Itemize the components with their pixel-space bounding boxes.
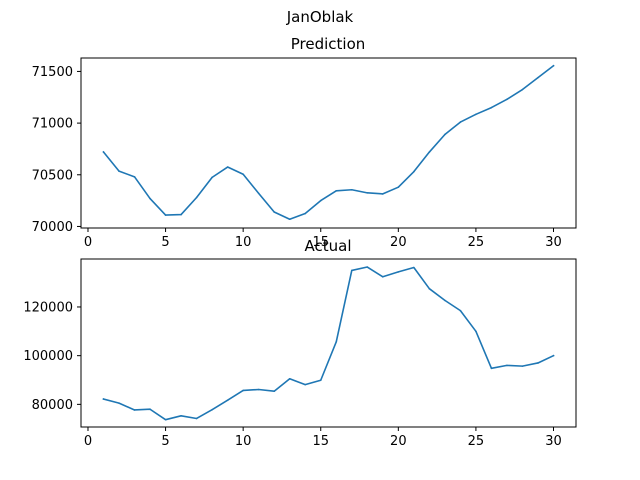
prediction-ytick-label: 71500 — [32, 65, 73, 80]
actual-data-point — [552, 354, 555, 357]
actual-data-point — [226, 399, 229, 402]
prediction-data-point — [257, 192, 260, 195]
actual-data-point — [366, 266, 369, 268]
actual-data-point — [350, 269, 353, 272]
actual-data-point — [506, 364, 508, 367]
prediction-data-point — [397, 186, 400, 188]
actual-data-point — [537, 362, 539, 364]
prediction-data-point — [195, 196, 198, 199]
actual-xtick-label: 15 — [312, 434, 329, 449]
actual-data-point — [382, 275, 384, 278]
prediction-data-point — [288, 218, 291, 221]
prediction-data-point — [537, 76, 539, 79]
prediction-subplot: Prediction 0 5 10 15 20 25 30 70000 70500 71000 71… — [32, 35, 577, 250]
actual-data-point — [319, 379, 322, 382]
prediction-xtick-label: 5 — [161, 235, 169, 250]
prediction-data-point — [133, 176, 136, 178]
prediction-data-point — [459, 121, 462, 123]
prediction-xtick-label: 30 — [545, 235, 562, 250]
prediction-data-point — [428, 151, 431, 153]
prediction-series-line — [102, 64, 555, 221]
prediction-data-point — [102, 151, 105, 153]
actual-data-point — [304, 383, 307, 386]
actual-data-point — [413, 266, 415, 269]
actual-data-point — [257, 388, 260, 391]
prediction-data-point — [319, 199, 322, 202]
prediction-ytick-label: 70000 — [32, 220, 73, 235]
actual-plot-area: 0 5 10 15 20 25 30 80000 100000 120000 — [23, 266, 562, 449]
prediction-ytick-label: 70500 — [32, 168, 73, 183]
actual-axes-frame — [80, 258, 577, 428]
actual-ytick-label: 100000 — [23, 349, 73, 364]
actual-xtick-label: 5 — [161, 434, 169, 449]
prediction-data-point — [164, 214, 167, 216]
actual-xtick-label: 0 — [84, 434, 92, 449]
actual-title: Actual — [305, 237, 352, 255]
actual-data-point — [459, 309, 462, 312]
actual-ytick-label: 120000 — [23, 300, 73, 315]
actual-data-point — [490, 367, 493, 370]
prediction-data-point — [211, 176, 213, 179]
actual-data-point — [180, 415, 182, 417]
actual-data-point — [133, 409, 136, 411]
prediction-data-point — [118, 170, 120, 172]
prediction-data-point — [273, 211, 275, 213]
prediction-data-point — [490, 106, 493, 109]
prediction-data-point — [149, 197, 151, 200]
actual-xtick-label: 20 — [390, 434, 407, 449]
prediction-data-point — [413, 170, 415, 173]
actual-data-point — [444, 299, 446, 302]
actual-subplot: 0 5 10 15 20 25 30 80000 100000 120000 Actual — [23, 237, 577, 449]
actual-data-point — [475, 330, 477, 333]
prediction-xtick-label: 0 — [84, 235, 92, 250]
actual-data-point — [521, 365, 524, 367]
prediction-data-point — [366, 192, 369, 194]
prediction-data-point — [350, 188, 353, 191]
actual-data-point — [242, 389, 244, 392]
prediction-data-point — [226, 166, 229, 168]
prediction-data-point — [521, 88, 524, 91]
prediction-axes-frame — [80, 57, 577, 229]
prediction-data-point — [242, 173, 244, 176]
prediction-data-point — [552, 64, 555, 67]
actual-data-point — [428, 287, 431, 290]
actual-data-point — [118, 402, 120, 404]
actual-data-point — [149, 408, 151, 411]
prediction-plot-area: 0 5 10 15 20 25 30 70000 70500 71000 71500 — [32, 64, 562, 250]
prediction-data-point — [475, 113, 477, 116]
actual-data-point — [164, 418, 167, 421]
actual-data-point — [273, 390, 275, 393]
prediction-xtick-label: 25 — [468, 235, 485, 250]
prediction-title: Prediction — [291, 35, 366, 53]
prediction-data-point — [335, 189, 338, 192]
actual-xtick-label: 25 — [468, 434, 485, 449]
prediction-data-point — [304, 212, 307, 215]
actual-data-point — [102, 398, 105, 400]
actual-data-point — [211, 408, 213, 411]
actual-ytick-label: 80000 — [32, 398, 73, 413]
prediction-xtick-label: 15 — [312, 235, 329, 250]
prediction-data-point — [506, 98, 508, 101]
prediction-data-point — [180, 213, 182, 216]
prediction-data-point — [444, 133, 446, 136]
actual-data-point — [288, 377, 291, 380]
actual-data-point — [397, 271, 400, 273]
actual-xtick-label: 30 — [545, 434, 562, 449]
prediction-data-point — [382, 193, 384, 195]
actual-xtick-label: 10 — [235, 434, 252, 449]
actual-series-line — [102, 266, 555, 421]
prediction-ytick-label: 71000 — [32, 117, 73, 132]
prediction-xtick-label: 10 — [235, 235, 252, 250]
actual-data-point — [195, 417, 198, 420]
prediction-xtick-label: 20 — [390, 235, 407, 250]
actual-data-point — [335, 340, 338, 343]
figure-suptitle: JanOblak — [286, 8, 354, 26]
